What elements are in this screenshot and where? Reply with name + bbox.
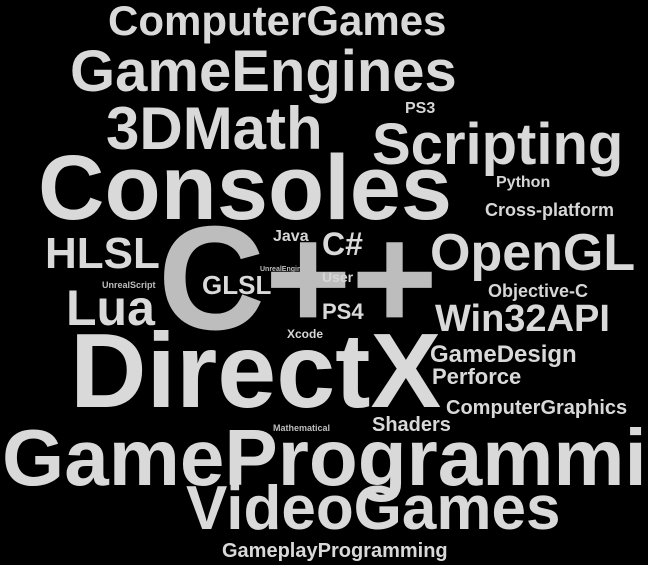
word-opengl: OpenGL (430, 224, 636, 282)
word-shaders: Shaders (372, 414, 451, 436)
word-computer-graphics: ComputerGraphics (446, 397, 628, 419)
word-gameplay-programming: GameplayProgramming (222, 540, 448, 562)
word-directx: DirectX (70, 312, 442, 430)
word-unrealscript: UnrealScript (102, 280, 156, 290)
word-lua: Lua (66, 280, 155, 336)
word-perforce: Perforce (432, 364, 522, 389)
word-csharp: C# (322, 226, 363, 262)
word-objective-c: Objective-C (488, 281, 589, 301)
word-xcode: Xcode (287, 327, 324, 341)
word-3d-math: 3DMath (106, 95, 323, 162)
word-cpp: C++ (158, 196, 438, 361)
word-computer-games: ComputerGames (108, 0, 447, 44)
word-video-games: VideoGames (186, 474, 561, 543)
word-win32api: Win32API (435, 298, 610, 340)
word-game-engines: GameEngines (70, 39, 457, 104)
word-scripting: Scripting (372, 112, 624, 177)
word-game-design: GameDesign (430, 341, 577, 368)
word-ps3: PS3 (405, 100, 436, 117)
word-game-programming: GameProgramming (2, 413, 648, 502)
word-cpp-wrapper: C++ (158, 205, 440, 353)
word-glsl: GLSL (202, 270, 272, 300)
word-unreal-engine: UnrealEngine (260, 266, 306, 273)
word-cross-platform: Cross-platform (485, 200, 615, 220)
word-hlsl: HLSL (45, 229, 160, 278)
word-java: Java (273, 228, 309, 245)
word-ps4: PS4 (322, 299, 364, 324)
word-user: User (322, 269, 354, 285)
word-mathematical: Mathematical (273, 423, 331, 433)
word-python: Python (496, 174, 551, 191)
word-consoles: Consoles (38, 137, 453, 239)
